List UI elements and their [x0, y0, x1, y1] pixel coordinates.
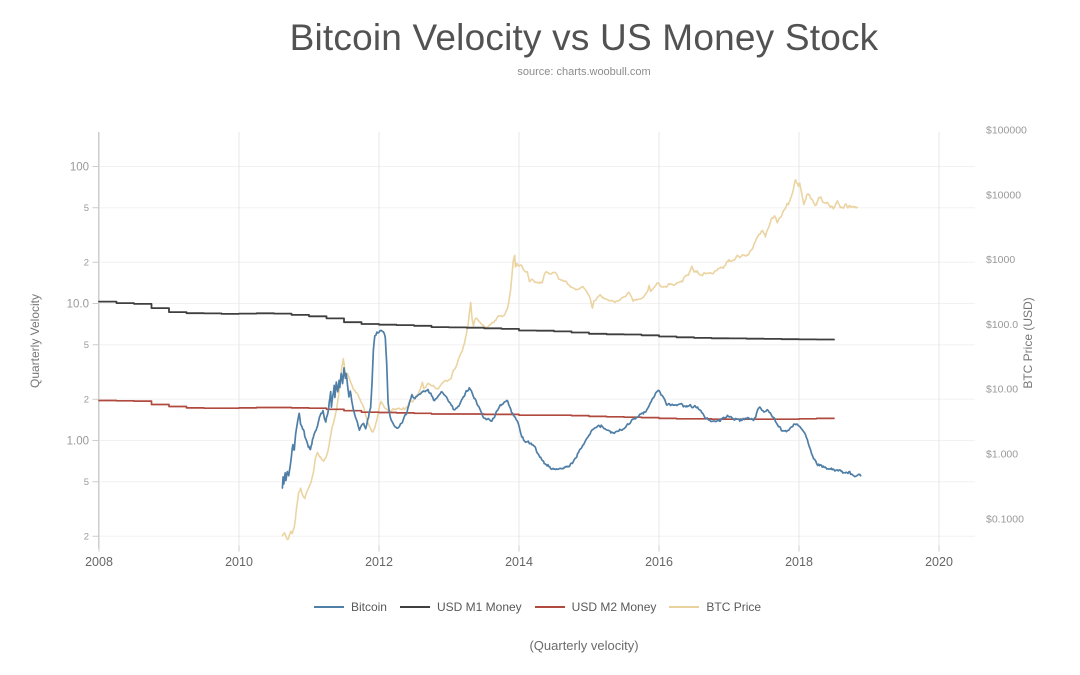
legend-swatch-bitcoin	[313, 606, 344, 608]
horizontal-gridlines	[98, 166, 975, 537]
right-axis: $100000 $10000 $1000 $100.0 $10.00 $1.000 $0.1…	[986, 125, 1027, 526]
left-axis-tick-label: 2	[84, 257, 89, 268]
legend-item-usd-m2-money[interactable]: USD M2 Money	[534, 600, 657, 614]
legend-label: BTC Price	[706, 600, 762, 614]
left-axis-tick-label: 5	[84, 340, 89, 351]
right-axis-tick-label: $10.00	[986, 384, 1018, 396]
right-axis-tick-label: $1000	[986, 254, 1015, 266]
left-axis-tick-label: 2	[84, 531, 89, 542]
series-line-usd-m1-money	[98, 300, 835, 341]
right-axis-tick-label: $0.1000	[986, 513, 1024, 525]
legend-label: USD M1 Money	[436, 600, 522, 614]
x-axis-tick-label: 2014	[505, 555, 533, 569]
left-axis-tick-label: 100	[70, 162, 89, 174]
right-axis-tick-label: $100.0	[986, 319, 1018, 331]
legend-label: USD M2 Money	[571, 600, 657, 614]
x-axis-tick-label: 2018	[785, 555, 813, 569]
right-axis-tick-label: $1.000	[986, 449, 1018, 461]
x-axis-tick-label: 2020	[925, 555, 953, 569]
legend-swatch-usd-m1-money	[399, 606, 430, 608]
left-axis-tick-label: 10.0	[67, 299, 89, 311]
left-axis: 100 5 2 10.0 5 2 1.00 5 2	[67, 132, 99, 549]
x-axis: 2008 2010 2012 2014 2016 2018 2020	[85, 545, 953, 569]
legend-item-btc-price[interactable]: BTC Price	[669, 600, 761, 614]
x-axis-tick-label: 2010	[225, 555, 253, 569]
right-axis-title: BTC Price (USD)	[1021, 297, 1035, 388]
left-axis-tick-label: 1.00	[67, 436, 89, 448]
left-axis-tick-label: 5	[84, 203, 89, 214]
right-axis-tick-label: $100000	[986, 125, 1027, 137]
chart-canvas: 100 5 2 10.0 5 2 1.00 5 2 2008 2010 2012 2014 2016 201…	[28, 125, 1035, 570]
left-axis-title: Quarterly Velocity	[28, 294, 42, 388]
left-axis-tick-label: 2	[84, 394, 89, 405]
legend-item-usd-m1-money[interactable]: USD M1 Money	[399, 600, 522, 614]
left-axis-tick-label: 5	[84, 477, 89, 488]
right-axis-tick-label: $10000	[986, 189, 1021, 201]
chart-legend: Bitcoin USD M1 Money USD M2 Money BTC Price	[99, 598, 976, 616]
series-line-bitcoin	[281, 329, 862, 489]
legend-item-bitcoin[interactable]: Bitcoin	[313, 600, 387, 614]
chart-subtitle: source: charts.woobull.com	[517, 66, 651, 78]
legend-swatch-btc-price	[669, 606, 700, 608]
series-line-usd-m2-money	[98, 399, 835, 421]
x-axis-tick-label: 2016	[645, 555, 673, 569]
legend-swatch-usd-m2-money	[534, 606, 565, 608]
x-axis-tick-label: 2012	[365, 555, 393, 569]
legend-label: Bitcoin	[350, 600, 387, 614]
chart-caption: (Quarterly velocity)	[529, 638, 639, 653]
chart-title: Bitcoin Velocity vs US Money Stock	[289, 17, 879, 58]
series-line-btc-price	[281, 179, 858, 541]
x-axis-tick-label: 2008	[85, 555, 113, 569]
